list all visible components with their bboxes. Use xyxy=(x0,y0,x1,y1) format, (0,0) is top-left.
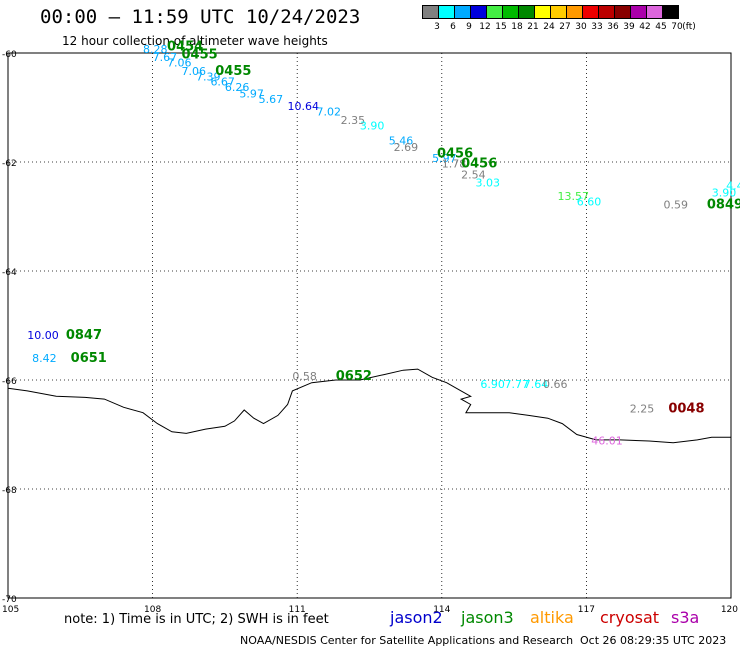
map-frame xyxy=(8,53,731,598)
lat-tick-label: -68 xyxy=(2,486,17,496)
wave-height-value: 4.47 xyxy=(726,179,740,192)
satellite-label: altika xyxy=(530,608,574,627)
pass-time-label: 0847 xyxy=(66,328,102,343)
wave-height-value: 10.00 xyxy=(27,329,58,342)
lon-tick-label: 105 xyxy=(2,605,19,615)
footer-credit: NOAA/NESDIS Center for Satellite Applica… xyxy=(240,634,573,647)
lat-tick-label: -60 xyxy=(2,50,17,60)
lat-tick-label: -64 xyxy=(2,268,17,278)
wave-height-value: 10.64 xyxy=(288,100,320,113)
pass-time-label: 0456 xyxy=(461,156,497,171)
satellite-label: cryosat xyxy=(600,608,659,627)
footer-note: note: 1) Time is in UTC; 2) SWH is in fe… xyxy=(64,612,329,627)
wave-height-value: 6.60 xyxy=(577,196,602,209)
wave-height-value: 0.66 xyxy=(543,378,568,391)
pass-time-label: 0651 xyxy=(71,351,107,366)
wave-height-value: 0.59 xyxy=(664,198,689,211)
wave-height-value: 3.90 xyxy=(360,119,385,132)
wave-height-value: 7.02 xyxy=(316,106,341,119)
wave-height-value: 6.90 xyxy=(480,378,505,391)
satellite-label: jason3 xyxy=(461,608,514,627)
lon-tick-label: 117 xyxy=(578,605,595,615)
pass-time-label: 0849 xyxy=(707,197,740,212)
lat-tick-label: -62 xyxy=(2,159,17,169)
pass-time-label: 0455 xyxy=(215,64,251,79)
pass-time-label: 0455 xyxy=(182,47,218,62)
wave-height-value: 5.67 xyxy=(259,93,284,106)
wave-height-value: 3.03 xyxy=(476,177,501,190)
lat-tick-label: -66 xyxy=(2,377,17,387)
satellite-label: jason2 xyxy=(390,608,443,627)
wave-height-value: 2.69 xyxy=(394,141,419,154)
wave-height-value: 8.42 xyxy=(32,352,57,365)
lat-tick-label: -70 xyxy=(2,595,17,605)
wave-height-value: 2.25 xyxy=(630,403,655,416)
footer-timestamp: Oct 26 08:29:35 UTC 2023 xyxy=(580,634,726,647)
wave-height-value: 46.01 xyxy=(591,434,623,447)
satellite-label: s3a xyxy=(671,608,699,627)
pass-time-label: 0652 xyxy=(336,369,372,384)
wave-height-value: 0.58 xyxy=(292,370,317,383)
pass-time-label: 0048 xyxy=(668,402,704,417)
lon-tick-label: 120 xyxy=(721,605,738,615)
